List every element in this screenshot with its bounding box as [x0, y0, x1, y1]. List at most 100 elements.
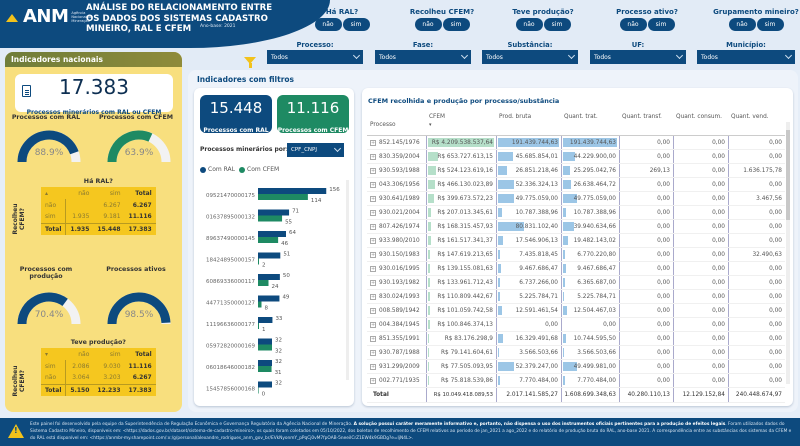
table-row[interactable]: +930.593/1988 R$ 524.123.619,16 26.851.218… — [367, 164, 785, 178]
expand-icon[interactable]: + — [370, 279, 376, 286]
table-scrollbar[interactable] — [786, 122, 790, 384]
toggle-nao-button[interactable]: não — [314, 18, 342, 31]
dropdown-label: UF: — [631, 41, 645, 49]
expand-icon[interactable]: + — [370, 335, 376, 342]
toggle-label: Teve produção? — [512, 8, 574, 16]
bar-ral[interactable] — [258, 317, 273, 323]
bar-cfem[interactable] — [258, 301, 262, 308]
dropdown-municipio-select[interactable]: Todos — [697, 50, 795, 64]
expand-icon[interactable]: + — [370, 153, 376, 160]
legend-item[interactable]: Com RAL — [200, 166, 235, 173]
legend-item[interactable]: Com CFEM — [239, 166, 279, 173]
bar-ral[interactable] — [258, 360, 272, 366]
table-row[interactable]: +933.980/2010 R$ 161.517.341,37 17.546.906… — [367, 234, 785, 248]
bar-cfem[interactable] — [258, 344, 272, 351]
bar-ral[interactable] — [258, 188, 327, 194]
toggle-sim-button[interactable]: sim — [647, 18, 675, 31]
table-row[interactable]: +930.193/1982 R$ 133.961.712,43 6.737.266,… — [367, 276, 785, 290]
expand-icon[interactable]: + — [370, 349, 376, 356]
bar-cfem[interactable] — [258, 194, 308, 200]
bar-cfem[interactable] — [258, 323, 259, 329]
quant-vend-cell: 0,00 — [728, 276, 785, 289]
expand-icon[interactable]: + — [370, 377, 376, 384]
data-bar — [563, 152, 576, 161]
expand-icon[interactable]: + — [370, 363, 376, 370]
col-header-quant-consum[interactable]: Quant. consum. — [676, 114, 723, 120]
group-by-dropdown[interactable]: CPF_CNPJ — [287, 143, 344, 157]
dropdown-processo-select[interactable]: Todos — [267, 50, 363, 64]
toggle-sim-button[interactable]: sim — [442, 18, 470, 31]
table-row[interactable]: +931.299/2009 R$ 77.505.093,95 52.379.247,… — [367, 360, 785, 374]
table-row[interactable]: +004.384/1945 R$ 100.846.374,13 0,00 0,00 0,… — [367, 318, 785, 332]
data-bar — [428, 194, 435, 203]
expand-icon[interactable]: + — [370, 321, 376, 328]
col-header-cfem[interactable]: CFEM ▾ — [429, 114, 446, 128]
table-row[interactable]: +002.771/1935 R$ 75.818.539,86 7.770.484,0… — [367, 374, 785, 388]
expand-icon[interactable]: + — [370, 195, 376, 202]
bar-ral[interactable] — [258, 381, 272, 388]
chart-scrollbar[interactable] — [346, 180, 349, 380]
toggle-nao-button[interactable]: não — [414, 18, 442, 31]
toggle-sim-button[interactable]: sim — [543, 18, 571, 31]
kpi-caption: Processos com RAL — [203, 127, 269, 134]
category-label: 15457856000168 — [206, 387, 255, 393]
toggle-sim-button[interactable]: sim — [342, 18, 370, 31]
table-row[interactable]: +830.024/1993 R$ 110.809.442,67 5.225.784,… — [367, 290, 785, 304]
expand-icon[interactable]: + — [370, 209, 376, 216]
quant-trat-cell: 26.638.464,72 — [561, 178, 619, 191]
bar-ral[interactable] — [258, 274, 280, 280]
quant-consum-cell: 0,00 — [673, 234, 728, 247]
col-header-quant-vend[interactable]: Quant. vend. — [731, 114, 769, 120]
col-header-processo[interactable]: Processo — [370, 121, 396, 128]
bar-cfem[interactable] — [258, 215, 283, 222]
process-cell: +002.771/1935 — [370, 377, 420, 384]
prod-bruta-cell: 26.851.218,46 — [496, 164, 561, 177]
expand-icon[interactable]: + — [370, 223, 376, 230]
gauge-producao: 70.4% — [14, 288, 84, 328]
toggle-nao-button[interactable]: não — [619, 18, 647, 31]
expand-icon[interactable]: + — [370, 181, 376, 188]
chevron-down-icon — [333, 144, 342, 153]
table-row[interactable]: +930.150/1983 R$ 147.619.213,65 7.435.818,… — [367, 248, 785, 262]
gauge-fill — [17, 130, 79, 163]
expand-icon[interactable]: + — [370, 139, 376, 146]
table-row[interactable]: +930.787/1988 R$ 79.141.604,61 3.566.503,6… — [367, 346, 785, 360]
bar-cfem[interactable] — [258, 280, 269, 286]
col-header-quant-transf[interactable]: Quant. transf. — [622, 114, 662, 120]
dropdown-value: Todos — [594, 53, 611, 61]
quant-trat-cell: 10.744.595,50 — [561, 332, 619, 345]
quant-consum-cell: 0,00 — [673, 332, 728, 345]
bar-ral[interactable] — [258, 209, 290, 216]
table-row[interactable]: +008.589/1942 R$ 101.059.742,58 12.591.461… — [367, 304, 785, 318]
dropdown-substancia-select[interactable]: Todos — [482, 50, 578, 64]
expand-icon[interactable]: + — [370, 167, 376, 174]
toggle-nao-button[interactable]: não — [515, 18, 543, 31]
col-header-prod-bruta[interactable]: Prod. bruta — [499, 114, 532, 120]
bar-ral[interactable] — [258, 338, 272, 345]
table-row[interactable]: +807.426/1974 R$ 168.315.457,93 80.831.102… — [367, 220, 785, 234]
bar-ral[interactable] — [258, 231, 286, 237]
expand-icon[interactable]: + — [370, 265, 376, 272]
toggle-nao-button[interactable]: não — [728, 18, 756, 31]
toggle-sim-button[interactable]: sim — [756, 18, 784, 31]
dropdown-fase-select[interactable]: Todos — [375, 50, 471, 64]
bar-cfem[interactable] — [258, 366, 272, 372]
expand-icon[interactable]: + — [370, 237, 376, 244]
expand-icon[interactable]: + — [370, 251, 376, 258]
bar-ral[interactable] — [258, 252, 281, 259]
expand-icon[interactable]: + — [370, 293, 376, 300]
bar-ral[interactable] — [258, 295, 280, 302]
bar-cfem[interactable] — [258, 237, 279, 243]
bar-cfem[interactable] — [258, 258, 259, 265]
table-row[interactable]: +930.016/1995 R$ 139.155.081,63 9.467.686,… — [367, 262, 785, 276]
table-row[interactable]: +930.021/2004 R$ 207.013.345,61 10.787.388… — [367, 206, 785, 220]
table-row[interactable]: +830.359/2004 R$ 653.727.613,15 45.685.854… — [367, 150, 785, 164]
bar-cfem[interactable] — [258, 387, 259, 394]
table-row[interactable]: +852.145/1976 R$ 4.209.538.537,64 191.439.… — [367, 136, 785, 150]
dropdown-uf-select[interactable]: Todos — [590, 50, 686, 64]
table-row[interactable]: +930.641/1989 R$ 399.673.572,23 49.775.059… — [367, 192, 785, 206]
table-row[interactable]: +043.306/1956 R$ 466.130.023,89 52.336.324… — [367, 178, 785, 192]
col-header-quant-trat[interactable]: Quant. trat. — [564, 114, 598, 120]
table-row[interactable]: +851.355/1991 R$ 83.176.298,9 16.329.491,6… — [367, 332, 785, 346]
expand-icon[interactable]: + — [370, 307, 376, 314]
